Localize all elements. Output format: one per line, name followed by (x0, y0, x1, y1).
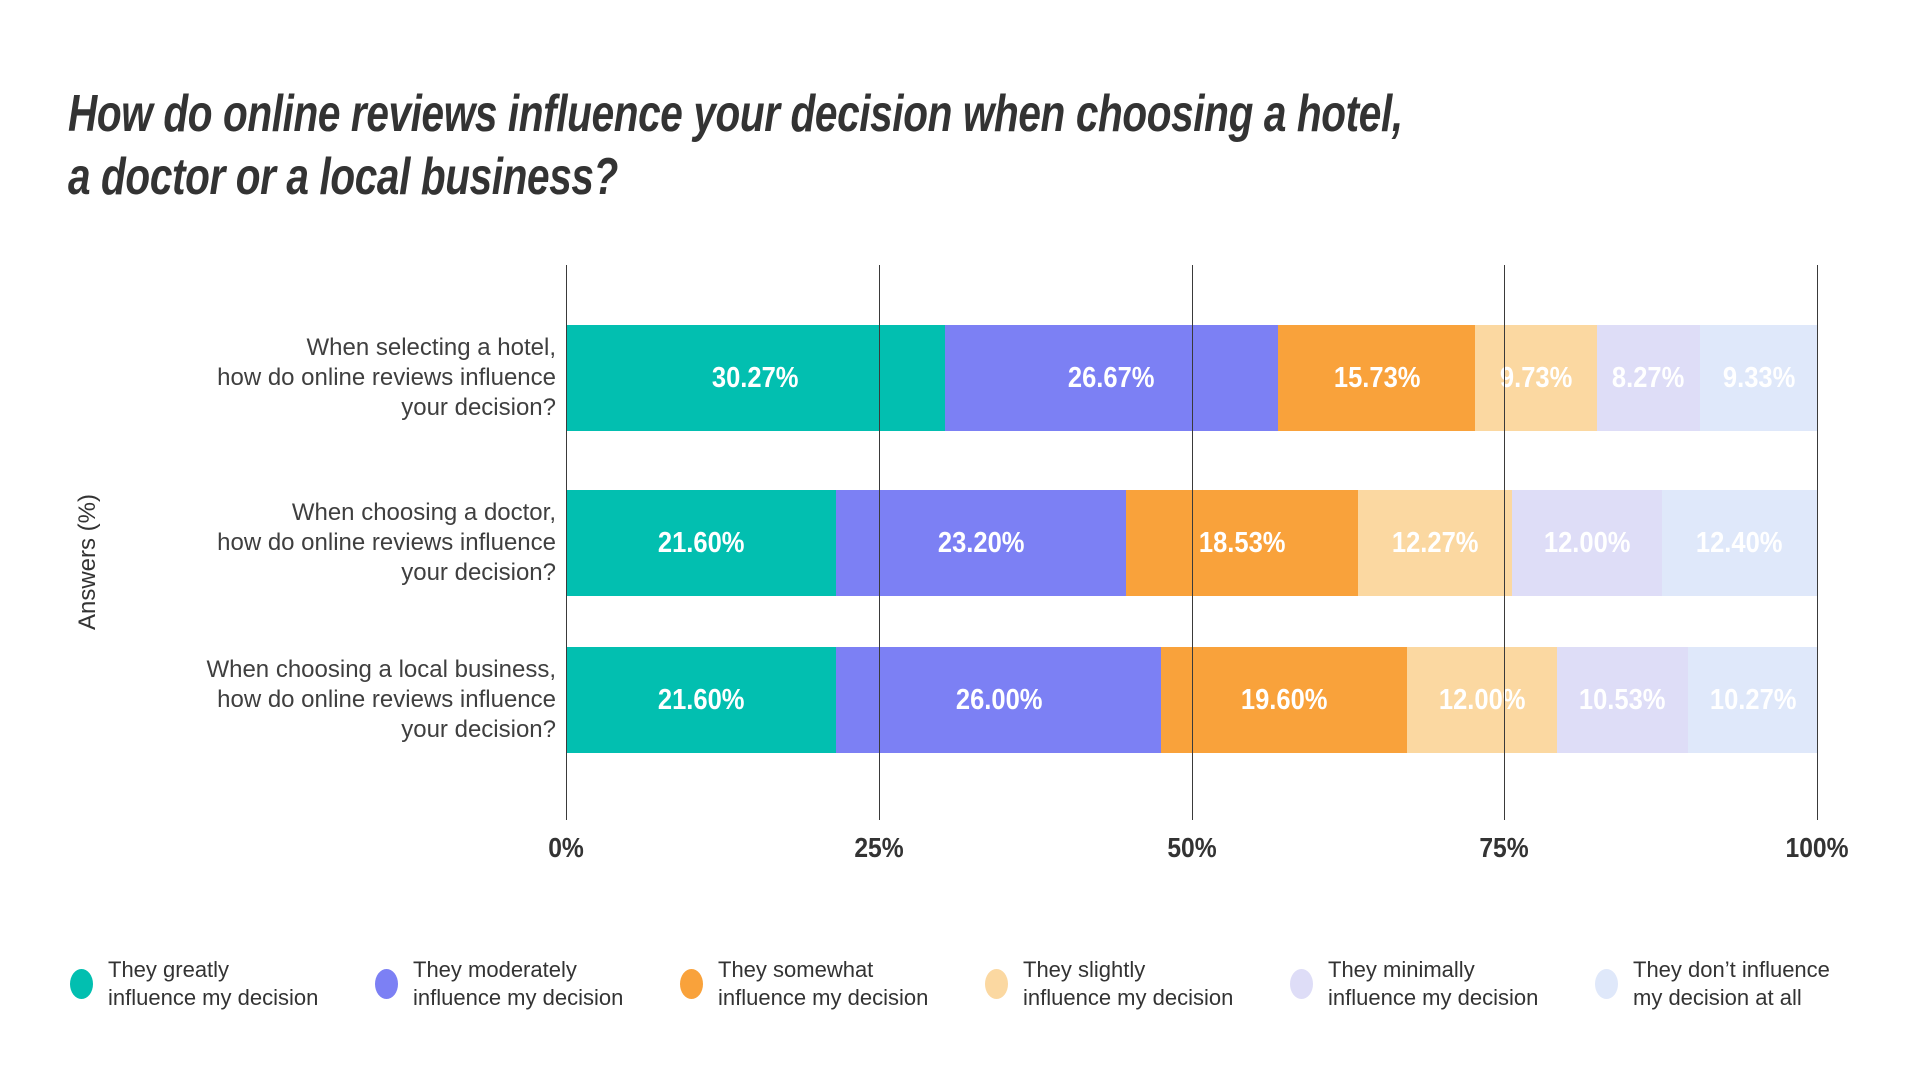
gridline (1817, 265, 1818, 820)
legend-item: They greatly influence my decision (70, 956, 375, 1012)
x-tick-label: 25% (854, 832, 904, 863)
bar-segment-label: 30.27% (712, 361, 799, 394)
category-label: When choosing a local business, how do on… (100, 647, 556, 753)
legend-label-line: influence my decision (718, 985, 929, 1010)
bar-segment: 10.53% (1556, 647, 1689, 753)
bar-segment-label: 9.73% (1499, 361, 1573, 394)
bar-segment-label: 12.27% (1391, 526, 1479, 559)
category-label-line: how do online reviews influence (217, 529, 556, 556)
category-label-line: When choosing a local business, (206, 656, 556, 683)
x-tick-label: 50% (1166, 832, 1217, 863)
x-tick-label: 100% (1785, 832, 1849, 863)
bar-segment: 9.33% (1700, 325, 1817, 431)
bar-segment-label: 21.60% (657, 526, 745, 559)
legend-label-line: They don’t influence (1633, 957, 1830, 982)
legend-label: They moderately influence my decision (413, 956, 623, 1012)
bar-segment-label: 15.73% (1333, 361, 1420, 394)
legend-label-line: They minimally (1328, 957, 1475, 982)
bar-segment-label: 23.20% (938, 526, 1025, 559)
bar-segment: 19.60% (1161, 647, 1407, 753)
legend-dot-icon (680, 969, 703, 999)
legend: They greatly influence my decision They mo… (70, 956, 1900, 1012)
legend-label-line: They moderately (413, 957, 577, 982)
bar-segment: 10.27% (1688, 647, 1817, 753)
legend-dot-icon (1290, 969, 1313, 999)
bar-segment-label: 21.60% (657, 683, 745, 716)
chart-title-line-1: How do online reviews influence your dec… (68, 84, 1403, 143)
bar-segment: 12.00% (1406, 647, 1557, 753)
plot-area: 30.27% 26.67% 15.73% 9.73% 8.27% 9.33% 21.60% 2… (566, 265, 1818, 820)
bar-segment-label: 12.00% (1543, 526, 1631, 559)
legend-label: They greatly influence my decision (108, 956, 318, 1012)
bar-segment: 21.60% (566, 647, 837, 753)
bar-segment: 12.40% (1661, 490, 1817, 596)
category-label-line: your decision? (401, 559, 556, 586)
legend-dot-icon (375, 969, 398, 999)
legend-item: They moderately influence my decision (375, 956, 680, 1012)
bar-row: 21.60% 26.00% 19.60% 12.00% 10.53% 10.27% (566, 647, 1817, 753)
category-label: When selecting a hotel, how do online rev… (100, 325, 556, 431)
chart-title-line-2: a doctor or a local business? (68, 147, 618, 206)
gridline (1504, 265, 1506, 820)
bar-segment: 26.00% (836, 647, 1162, 753)
bar-segment-label: 26.00% (955, 683, 1043, 716)
chart-title: How do online reviews influence your dec… (68, 83, 1403, 209)
bar-segment-label: 8.27% (1612, 361, 1685, 394)
legend-label-line: They somewhat (718, 957, 874, 982)
bar-segment: 15.73% (1278, 325, 1476, 431)
legend-label-line: They greatly (108, 957, 230, 982)
legend-dot-icon (70, 969, 93, 999)
legend-label-line: influence my decision (108, 985, 319, 1010)
legend-dot-icon (1595, 969, 1618, 999)
category-label-line: how do online reviews influence (217, 364, 556, 391)
bar-segment-label: 12.00% (1438, 683, 1525, 716)
category-label-line: When selecting a hotel, (306, 334, 556, 361)
bar-segment: 18.53% (1126, 490, 1359, 596)
gridline (1191, 265, 1193, 820)
category-label-line: your decision? (401, 716, 556, 743)
legend-item: They somewhat influence my decision (680, 956, 985, 1012)
bar-segment: 12.27% (1358, 490, 1512, 596)
bar-segment: 30.27% (566, 325, 945, 431)
bar-row: 30.27% 26.67% 15.73% 9.73% 8.27% 9.33% (566, 325, 1817, 431)
bar-segment-label: 10.53% (1579, 683, 1666, 716)
x-axis: 0% 25% 50% 75% 100% (548, 832, 1848, 872)
x-tick-label: 0% (548, 832, 584, 863)
category-label-line: how do online reviews influence (217, 686, 556, 713)
legend-label-line: influence my decision (1328, 985, 1539, 1010)
legend-label-line: influence my decision (1023, 985, 1234, 1010)
category-label-line: When choosing a doctor, (291, 499, 556, 526)
legend-label-line: influence my decision (413, 985, 624, 1010)
legend-label-line: my decision at all (1633, 985, 1802, 1010)
bar-segment-label: 18.53% (1199, 526, 1286, 559)
gridline (878, 265, 880, 820)
bar-segment: 26.67% (944, 325, 1279, 431)
legend-label: They don’t influence my decision at all (1633, 956, 1830, 1012)
bar-segment-label: 26.67% (1068, 361, 1155, 394)
bar-segment: 23.20% (836, 490, 1127, 596)
bar-segment-label: 9.33% (1722, 361, 1795, 394)
category-label: When choosing a doctor, how do online rev… (100, 490, 556, 596)
bar-segment-label: 19.60% (1240, 683, 1328, 716)
legend-dot-icon (985, 969, 1008, 999)
category-label-line: your decision? (401, 394, 556, 421)
bar-segment: 9.73% (1475, 325, 1597, 431)
legend-label-line: They slightly (1023, 957, 1146, 982)
legend-item: They don’t influence my decision at all (1595, 956, 1900, 1012)
legend-label: They somewhat influence my decision (718, 956, 928, 1012)
legend-item: They slightly influence my decision (985, 956, 1290, 1012)
gridline (566, 265, 567, 820)
x-tick-label: 75% (1479, 832, 1529, 863)
bar-segment: 21.60% (566, 490, 837, 596)
bar-segment: 12.00% (1511, 490, 1662, 596)
bar-segment-label: 10.27% (1709, 683, 1796, 716)
legend-label: They slightly influence my decision (1023, 956, 1233, 1012)
bar-segment: 8.27% (1596, 325, 1701, 431)
bar-segment-label: 12.40% (1696, 526, 1783, 559)
legend-label: They minimally influence my decision (1328, 956, 1538, 1012)
bar-row: 21.60% 23.20% 18.53% 12.27% 12.00% 12.40% (566, 490, 1817, 596)
y-axis-label: Answers (%) (74, 493, 101, 631)
legend-item: They minimally influence my decision (1290, 956, 1595, 1012)
